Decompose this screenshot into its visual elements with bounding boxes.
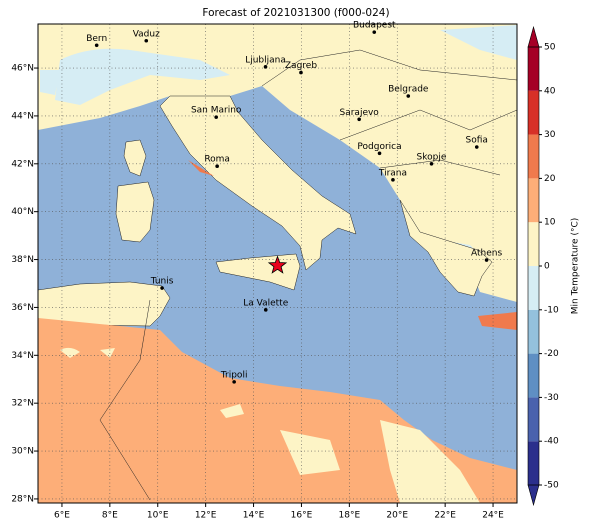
colorbar-tick-label: -10 [544,305,559,315]
tunisia [38,281,171,327]
y-tick-label: 32°N [11,399,34,409]
x-tick-label: 6°E [54,511,70,521]
x-tick-label: 12°E [195,511,217,521]
city-label: Zagreb [285,61,317,71]
city-label: Tirana [378,168,407,178]
colorbar-tick-label: 50 [544,43,556,53]
city-label: Sofia [466,136,488,146]
greece [399,199,493,297]
borders [99,49,517,501]
grid [38,24,517,503]
city-marker [391,178,395,182]
city-label: Belgrade [388,85,429,95]
city-marker [299,70,303,75]
x-tick-label: 16°E [291,511,313,521]
city-label: La Valette [243,298,288,308]
y-tick-label: 34°N [11,351,34,361]
city-label: Ljubljana [245,55,286,65]
city-marker [372,30,377,34]
colorbar-tick-label: -20 [544,349,559,359]
colorbar-bin [528,397,539,442]
y-tick-label: 40°N [11,207,34,217]
city-marker [263,65,268,69]
title: Forecast of 2021031300 (f000-024) [202,7,389,19]
colorbar-bin [528,90,539,135]
city-marker [377,151,382,156]
x-tick-label: 14°E [243,511,265,521]
colorbar-bin [528,441,539,485]
city-marker [94,43,99,48]
colorbar-tick-label: 0 [544,262,550,272]
city-marker [474,145,479,149]
warm-coast [188,160,214,176]
y-tick-label: 44°N [11,111,34,121]
colorbar-bin [528,222,539,266]
city-label: San Marino [191,106,242,116]
city-label: Skopje [417,152,447,162]
colorbar-tick-label: -50 [544,481,559,491]
colorbar-bin [528,47,539,91]
colorbar-tick-label: 30 [544,130,556,140]
colorbar-tick-label: 10 [544,218,556,228]
star-marker [267,255,288,274]
map-frame [37,23,518,504]
city-marker [484,258,489,262]
city-label: Bern [86,34,107,44]
y-tick-label: 28°N [11,494,34,504]
colorbar-extend-bottom [527,484,540,507]
colorbar-bin [528,353,539,398]
city-marker [263,308,268,312]
city-marker [232,380,236,384]
city-label: Podgorica [357,142,401,152]
city-marker [215,164,219,168]
colorbar-bin [528,309,539,354]
colorbar-bin [528,178,539,223]
y-tick-label: 30°N [11,447,34,457]
italy [159,95,357,271]
x-tick-label: 8°E [102,511,118,521]
colorbar-tick-label: 40 [544,86,556,96]
city-marker [144,38,149,43]
colorbar-frame [527,46,540,486]
crete [478,312,517,330]
colorbar-extend-top [527,25,540,48]
sardinia [115,181,155,243]
colorbar-tick-label: -40 [544,437,559,447]
city-marker [214,115,218,119]
y-tick-label: 46°N [11,64,34,74]
city-label: Roma [204,155,230,165]
city-marker [406,94,411,98]
x-tick-label: 22°E [434,511,456,521]
y-tick-label: 36°N [11,303,34,313]
city-label: Tunis [150,277,174,287]
x-tick-label: 24°E [482,511,504,521]
x-tick-label: 18°E [339,511,361,521]
city-marker [160,286,164,290]
city-label: Budapest [353,21,396,31]
colorbar-tick-label: 20 [544,174,556,184]
corsica [123,139,147,177]
city-label: Athens [471,249,502,259]
y-tick-label: 42°N [11,159,34,169]
y-tick-label: 38°N [11,255,34,265]
city-label: Sarajevo [340,108,380,118]
city-marker [357,117,361,122]
cool-patches [60,347,480,503]
colorbar-bin [528,134,539,179]
colorbar-label: Min Temperature (°C) [571,218,581,315]
city-label: Tripoli [220,370,248,380]
colorbar-tick-label: -30 [544,393,559,403]
x-tick-label: 20°E [386,511,408,521]
city-marker [429,161,434,166]
city-label: Vaduz [133,29,160,39]
x-tick-label: 10°E [147,511,169,521]
colorbar-bin [528,266,539,310]
